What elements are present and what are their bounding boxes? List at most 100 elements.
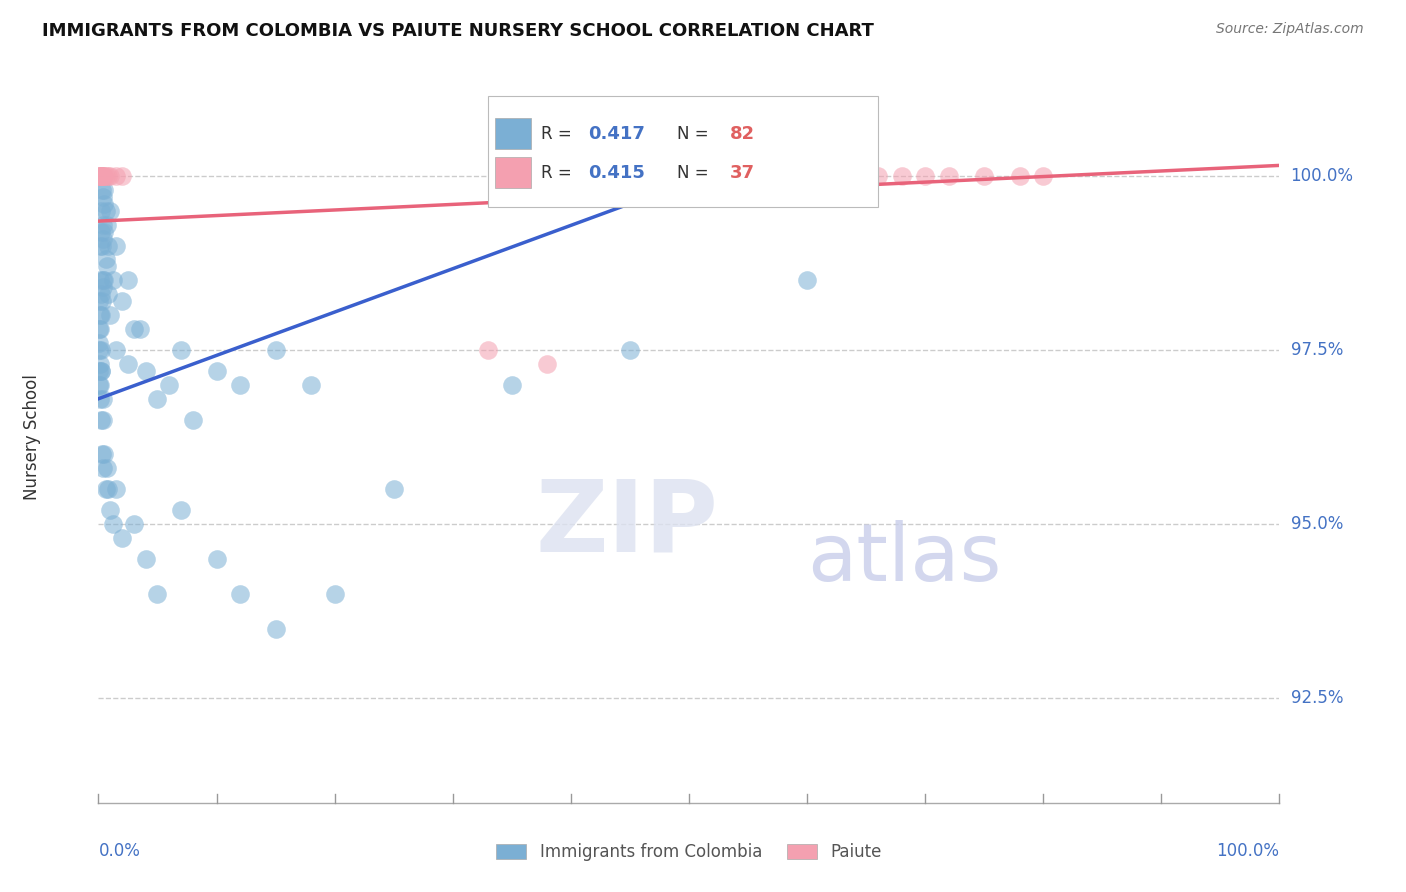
Point [105, 483, 128, 497]
Point [93, 196, 115, 211]
Point [94, 252, 117, 267]
Text: 37: 37 [730, 164, 755, 182]
Point [93, 169, 115, 183]
Point [90, 225, 112, 239]
Point [560, 169, 582, 183]
Point [678, 169, 700, 183]
Point [91, 238, 114, 252]
Point [111, 294, 134, 309]
Point [91, 218, 114, 232]
Point [820, 169, 842, 183]
Text: N =: N = [678, 164, 714, 182]
Text: 0.417: 0.417 [589, 125, 645, 143]
Point [93, 225, 115, 239]
Point [128, 322, 150, 336]
Point [89, 336, 111, 351]
Point [111, 169, 134, 183]
Point [1008, 169, 1031, 183]
Point [90, 203, 112, 218]
Legend: Immigrants from Colombia, Paiute: Immigrants from Colombia, Paiute [489, 837, 889, 868]
Point [98, 203, 121, 218]
Point [117, 357, 139, 371]
Point [101, 517, 124, 532]
Point [264, 622, 287, 636]
Point [93, 448, 115, 462]
Point [97, 483, 120, 497]
Point [135, 552, 157, 566]
Point [97, 238, 120, 252]
Point [501, 377, 523, 392]
Point [90, 308, 112, 322]
Text: 92.5%: 92.5% [1291, 690, 1343, 707]
Bar [495, 157, 530, 188]
Point [89, 377, 111, 392]
Point [323, 587, 346, 601]
Point [94, 203, 117, 218]
Point [91, 183, 114, 197]
Text: IMMIGRANTS FROM COLOMBIA VS PAIUTE NURSERY SCHOOL CORRELATION CHART: IMMIGRANTS FROM COLOMBIA VS PAIUTE NURSE… [42, 22, 875, 40]
Point [630, 169, 652, 183]
Point [866, 169, 889, 183]
Text: R =: R = [541, 125, 578, 143]
Point [146, 392, 169, 406]
Point [264, 343, 287, 357]
Point [89, 357, 111, 371]
Point [890, 169, 912, 183]
Point [117, 273, 139, 287]
Point [91, 169, 114, 183]
Point [89, 322, 111, 336]
Point [229, 587, 252, 601]
Point [94, 483, 117, 497]
Point [89, 377, 111, 392]
Point [90, 169, 112, 183]
Point [583, 169, 606, 183]
Point [477, 343, 499, 357]
Point [98, 169, 121, 183]
Point [87, 169, 110, 183]
Point [205, 552, 228, 566]
Point [938, 169, 960, 183]
Text: 0.415: 0.415 [589, 164, 645, 182]
Point [122, 322, 145, 336]
Point [135, 364, 157, 378]
Point [87, 322, 110, 336]
Point [299, 377, 322, 392]
Point [96, 461, 118, 475]
Point [90, 412, 112, 426]
Point [91, 448, 114, 462]
Point [91, 412, 114, 426]
Point [91, 273, 114, 287]
Point [90, 364, 112, 378]
Point [796, 169, 818, 183]
Point [170, 343, 193, 357]
Point [122, 517, 145, 532]
Point [748, 169, 770, 183]
Point [91, 190, 114, 204]
Text: 82: 82 [730, 125, 755, 143]
Point [93, 183, 115, 197]
Point [702, 169, 724, 183]
Text: N =: N = [678, 125, 714, 143]
Point [181, 412, 204, 426]
Text: R =: R = [541, 164, 578, 182]
Point [98, 308, 121, 322]
Point [91, 280, 114, 294]
Point [89, 308, 111, 322]
Point [229, 377, 252, 392]
Point [205, 364, 228, 378]
FancyBboxPatch shape [488, 95, 879, 207]
Bar [495, 118, 530, 149]
Point [89, 169, 111, 183]
Point [772, 169, 794, 183]
Text: 95.0%: 95.0% [1291, 516, 1343, 533]
Point [89, 392, 111, 406]
Point [89, 294, 111, 309]
Point [91, 392, 114, 406]
Text: 0.0%: 0.0% [98, 842, 141, 860]
Point [98, 503, 121, 517]
Point [91, 294, 114, 309]
Point [105, 169, 128, 183]
Point [91, 169, 114, 183]
Point [91, 231, 114, 245]
Point [914, 169, 936, 183]
